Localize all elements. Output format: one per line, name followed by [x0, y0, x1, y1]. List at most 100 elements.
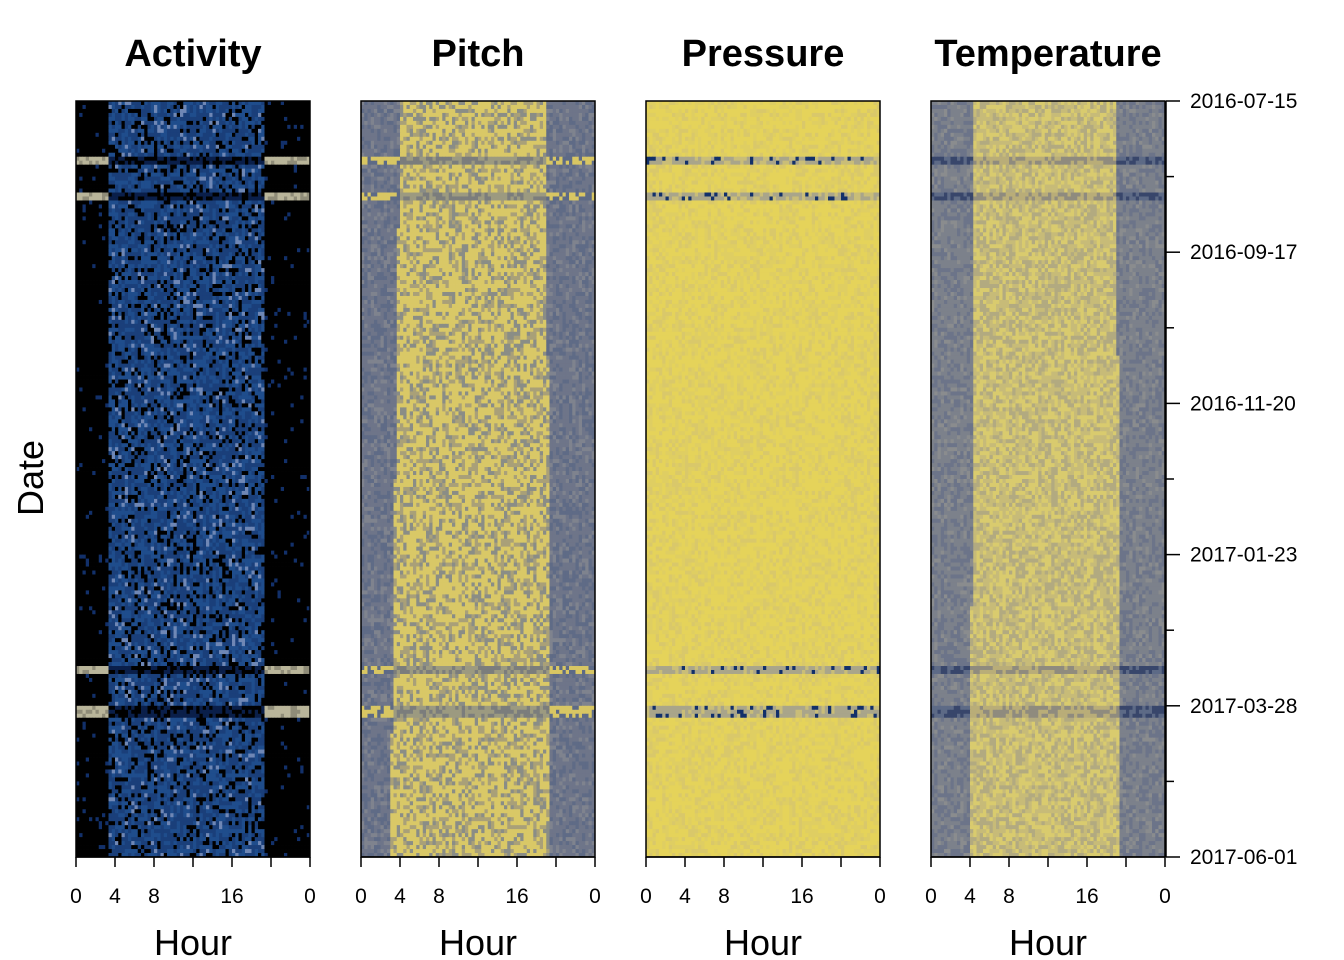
heatmap-cell — [300, 177, 304, 181]
heatmap-cell — [135, 137, 139, 141]
heatmap-cell — [96, 208, 100, 212]
heatmap-cell — [144, 220, 148, 224]
heatmap-cell — [148, 109, 152, 113]
heatmap-cell — [167, 185, 171, 189]
heatmap-cell — [174, 109, 178, 113]
heatmap-cell — [102, 133, 106, 137]
heatmap-cell — [167, 181, 171, 185]
heatmap-cell — [274, 149, 278, 153]
heatmap-cell — [261, 129, 265, 133]
heatmap-cell — [86, 204, 90, 208]
heatmap-cell — [203, 177, 207, 181]
heatmap-cell — [245, 169, 249, 173]
heatmap-cell — [122, 220, 126, 224]
heatmap-cell — [219, 185, 223, 189]
heatmap-cell — [109, 149, 113, 153]
heatmap-cell — [144, 153, 148, 157]
heatmap-cell — [219, 173, 223, 177]
heatmap-cell — [187, 137, 191, 141]
heatmap-cell — [112, 153, 116, 157]
heatmap-cell — [229, 200, 233, 204]
heatmap-cell — [213, 169, 217, 173]
heatmap-cell — [216, 208, 220, 212]
heatmap-cell — [180, 109, 184, 113]
heatmap-cell — [128, 169, 132, 173]
heatmap-cell — [148, 137, 152, 141]
heatmap-cell — [157, 149, 161, 153]
heatmap-cell — [206, 177, 210, 181]
heatmap-cell — [304, 105, 308, 109]
heatmap-cell — [284, 133, 288, 137]
heatmap-cell — [284, 200, 288, 204]
heatmap-cell — [213, 181, 217, 185]
heatmap-cell — [157, 157, 161, 161]
heatmap-cell — [265, 181, 269, 185]
heatmap-cell — [177, 117, 181, 121]
heatmap-cell — [177, 189, 181, 193]
heatmap-cell — [235, 173, 239, 177]
heatmap-cell — [300, 200, 304, 204]
heatmap-cell — [190, 185, 194, 189]
heatmap-cell — [115, 200, 119, 204]
heatmap-cell — [96, 133, 100, 137]
heatmap-cell — [161, 200, 165, 204]
heatmap-cell — [268, 165, 272, 169]
heatmap-cell — [112, 185, 116, 189]
heatmap-cell — [161, 141, 165, 145]
heatmap-cell — [200, 173, 204, 177]
heatmap-cell — [131, 165, 135, 169]
heatmap-cell — [248, 216, 252, 220]
heatmap-cell — [193, 212, 197, 216]
heatmap-cell — [287, 157, 291, 161]
heatmap-cell — [278, 169, 282, 173]
heatmap-cell — [177, 161, 181, 165]
heatmap-cell — [144, 200, 148, 204]
heatmap-cell — [128, 121, 132, 125]
heatmap-cell — [265, 204, 269, 208]
heatmap-cell — [297, 165, 301, 169]
heatmap-cell — [271, 177, 275, 181]
heatmap-cell — [203, 105, 207, 109]
heatmap-cell — [105, 193, 109, 197]
heatmap-cell — [278, 121, 282, 125]
heatmap-cell — [141, 117, 145, 121]
heatmap-cell — [291, 117, 295, 121]
heatmap-cell — [83, 117, 87, 121]
heatmap-cell — [291, 157, 295, 161]
heatmap-cell — [83, 109, 87, 113]
heatmap-cell — [128, 189, 132, 193]
heatmap-cell — [151, 125, 155, 129]
heatmap-cell — [105, 216, 109, 220]
heatmap-cell — [245, 181, 249, 185]
heatmap-cell — [297, 137, 301, 141]
heatmap-cell — [281, 125, 285, 129]
heatmap-cell — [109, 189, 113, 193]
heatmap-cell — [294, 161, 298, 165]
heatmap-cell — [258, 137, 262, 141]
heatmap-cell — [154, 149, 158, 153]
heatmap-cell — [245, 149, 249, 153]
heatmap-cell — [287, 113, 291, 117]
heatmap-cell — [187, 189, 191, 193]
heatmap-cell — [174, 196, 178, 200]
heatmap-cell — [248, 208, 252, 212]
heatmap-cell — [268, 181, 272, 185]
heatmap-cell — [261, 133, 265, 137]
heatmap-cell — [229, 177, 233, 181]
heatmap-cell — [232, 145, 236, 149]
heatmap-cell — [187, 169, 191, 173]
heatmap-cell — [154, 208, 158, 212]
heatmap-cell — [79, 177, 83, 181]
heatmap-cell — [274, 125, 278, 129]
heatmap-cell — [138, 220, 142, 224]
heatmap-cell — [180, 204, 184, 208]
heatmap-cell — [164, 196, 168, 200]
heatmap-cell — [89, 193, 93, 197]
heatmap-cell — [115, 169, 119, 173]
heatmap-cell — [164, 208, 168, 212]
heatmap-cell — [242, 125, 246, 129]
heatmap-cell — [170, 129, 174, 133]
heatmap-cell — [102, 212, 106, 216]
heatmap-cell — [154, 193, 158, 197]
heatmap-cell — [271, 165, 275, 169]
